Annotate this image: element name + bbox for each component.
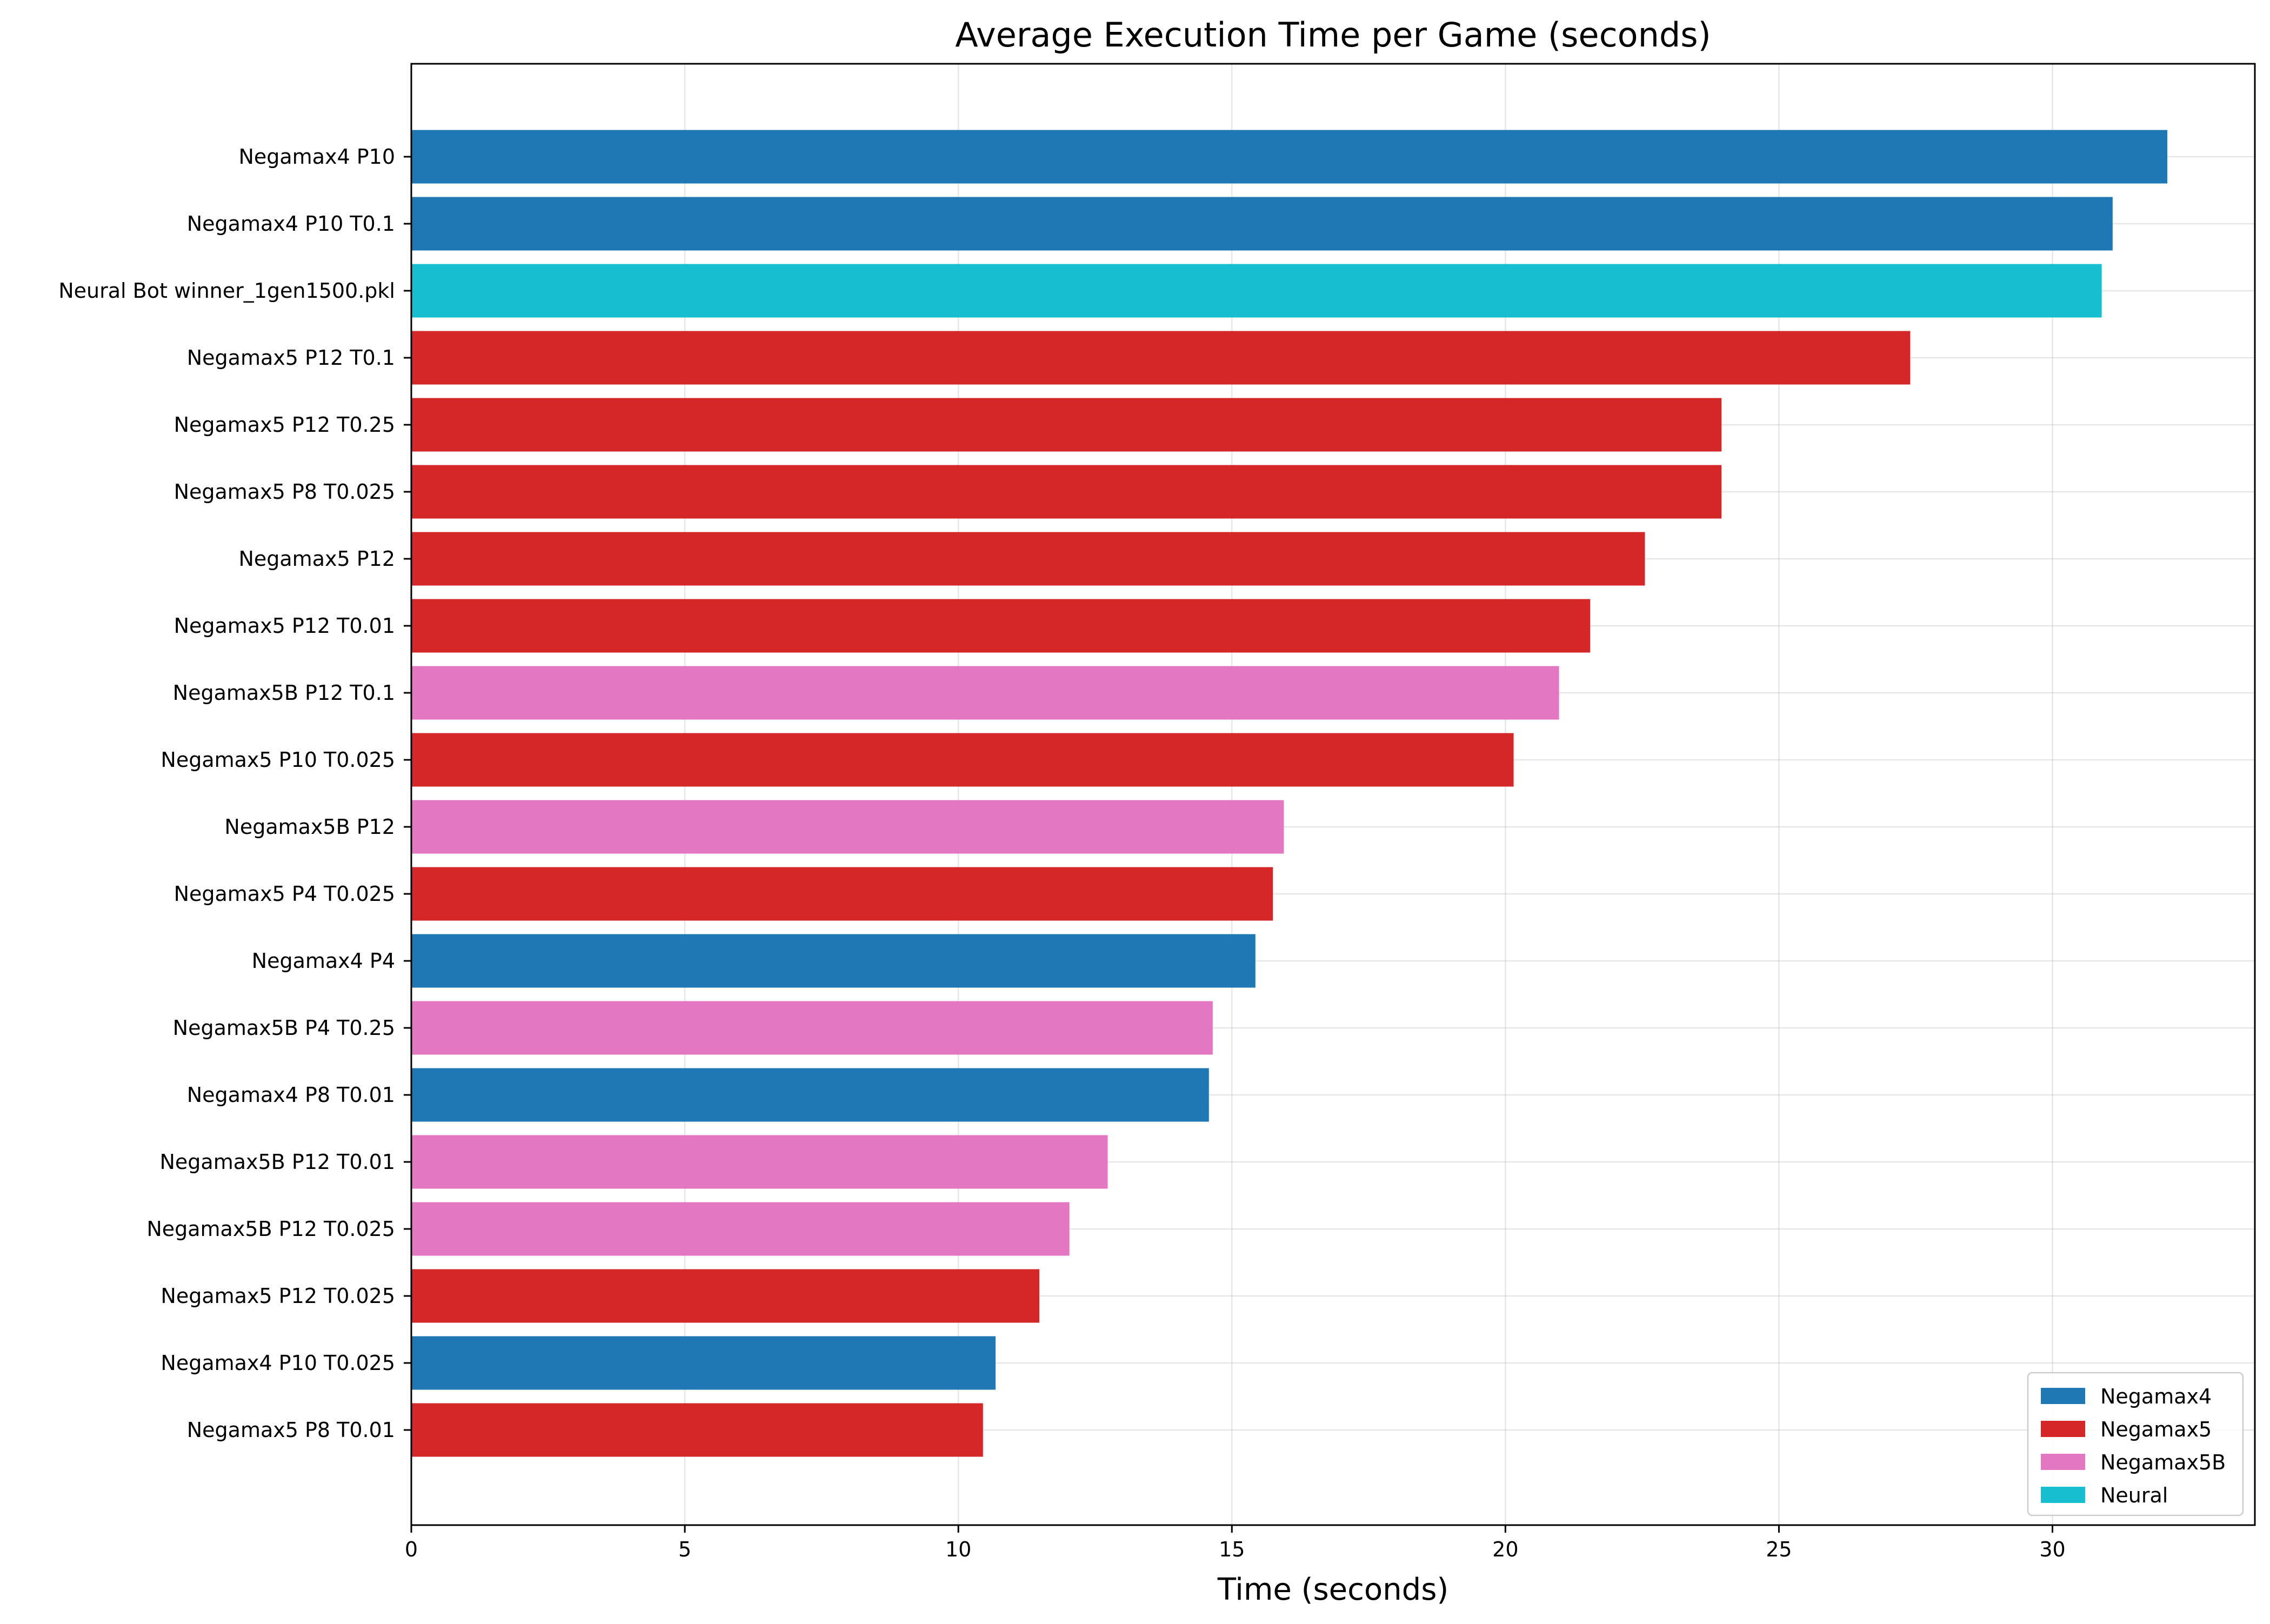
- x-tick-label: 15: [1219, 1538, 1245, 1561]
- bar: [411, 465, 1722, 519]
- x-tick-label: 30: [2039, 1538, 2065, 1561]
- bar: [411, 1269, 1039, 1323]
- bar: [411, 130, 2168, 184]
- x-axis-label: Time (seconds): [1217, 1572, 1448, 1607]
- bar: [411, 733, 1514, 787]
- bars: [411, 130, 2168, 1457]
- category-label: Negamax5 P10 T0.025: [161, 748, 395, 772]
- category-label: Negamax5B P12 T0.01: [160, 1150, 396, 1174]
- bar: [411, 599, 1591, 653]
- bar: [411, 1403, 983, 1457]
- bar: [411, 532, 1645, 586]
- plot-frame: [410, 63, 2256, 1526]
- category-label: Negamax5 P8 T0.025: [174, 480, 395, 504]
- bar: [411, 800, 1284, 854]
- category-label: Negamax4 P10 T0.1: [187, 212, 395, 236]
- category-label: Negamax5 P8 T0.01: [187, 1418, 395, 1442]
- bar: [411, 867, 1273, 921]
- category-label: Negamax4 P10 T0.025: [161, 1351, 395, 1375]
- bar: [411, 666, 1559, 720]
- category-label: Negamax5B P12 T0.025: [146, 1217, 395, 1241]
- category-label: Negamax5 P12 T0.25: [174, 413, 395, 437]
- category-label: Negamax4 P8 T0.01: [187, 1083, 395, 1107]
- bar: [411, 1001, 1213, 1055]
- x-tick-label: 25: [1766, 1538, 1792, 1561]
- category-label: Neural Bot winner_1gen1500.pkl: [58, 279, 395, 303]
- category-label: Negamax5 P12: [238, 547, 395, 571]
- bar: [411, 264, 2102, 318]
- category-label: Negamax5 P12 T0.01: [174, 614, 395, 638]
- x-tick-label: 5: [678, 1538, 691, 1561]
- bar: [411, 197, 2113, 251]
- bar: [411, 1135, 1108, 1189]
- legend-label: Negamax5B: [2100, 1451, 2226, 1474]
- legend-label: Negamax4: [2100, 1385, 2212, 1408]
- bar: [411, 1336, 996, 1390]
- legend-swatch: [2041, 1454, 2085, 1470]
- bar: [411, 331, 1911, 385]
- x-tick-label: 10: [945, 1538, 971, 1561]
- legend-swatch: [2041, 1421, 2085, 1437]
- chart-title: Average Execution Time per Game (seconds…: [955, 15, 1711, 55]
- category-label: Negamax5 P4 T0.025: [174, 882, 395, 906]
- x-tick-label: 0: [405, 1538, 418, 1561]
- legend-swatch: [2041, 1487, 2085, 1503]
- x-tick-label: 20: [1492, 1538, 1518, 1561]
- legend-frame: [2027, 1372, 2244, 1516]
- category-label: Negamax5B P4 T0.25: [173, 1016, 395, 1040]
- category-label: Negamax5B P12 T0.1: [173, 681, 395, 705]
- legend: Negamax4 Negamax5 Negamax5B Neural: [2027, 1372, 2244, 1516]
- legend-label: Neural: [2100, 1483, 2168, 1507]
- bar: [411, 398, 1722, 452]
- category-labels: Negamax4 P10 Negamax4 P10 T0.1 Neural Bot …: [58, 145, 395, 1442]
- bar: [411, 934, 1256, 988]
- legend-swatch: [2041, 1388, 2085, 1404]
- category-label: Negamax5 P12 T0.1: [187, 346, 395, 370]
- bar: [411, 1068, 1209, 1122]
- category-label: Negamax5 P12 T0.025: [161, 1284, 395, 1308]
- legend-label: Negamax5: [2100, 1418, 2212, 1441]
- axis-ticks: 0 5 10 15 20 25 30: [404, 156, 2066, 1561]
- category-label: Negamax4 P10: [238, 145, 395, 169]
- bar: [411, 1202, 1070, 1256]
- category-label: Negamax5B P12: [224, 815, 395, 839]
- category-label: Negamax4 P4: [252, 949, 395, 973]
